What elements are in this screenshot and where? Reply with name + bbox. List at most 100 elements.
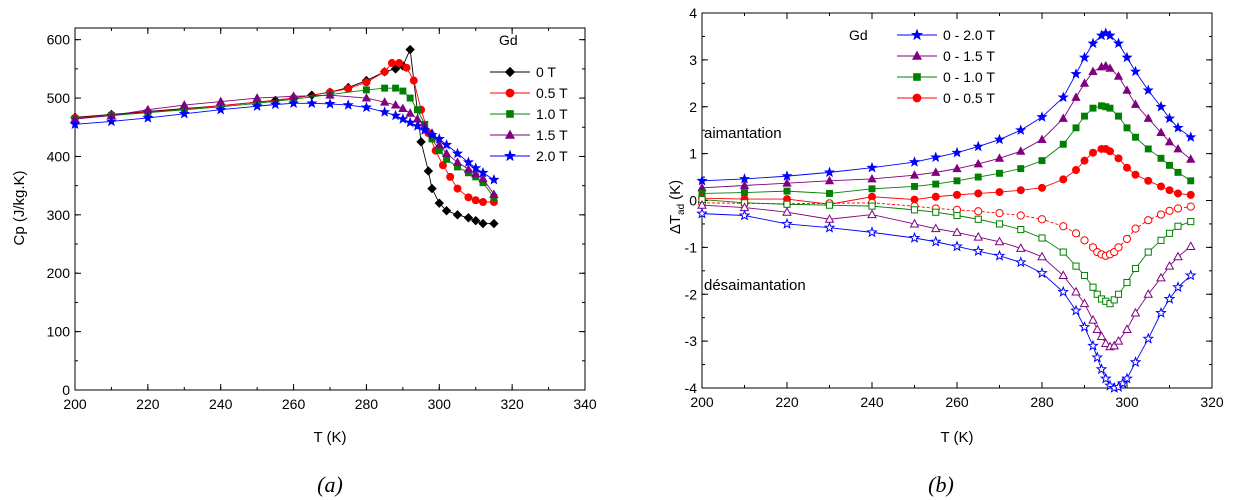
data-point bbox=[1130, 307, 1141, 317]
data-point bbox=[953, 190, 962, 199]
data-point bbox=[142, 112, 154, 123]
data-point bbox=[441, 206, 452, 216]
data-point bbox=[387, 59, 396, 68]
data-point bbox=[972, 140, 984, 152]
x-tick-label: 260 bbox=[282, 396, 306, 412]
data-point bbox=[1089, 104, 1097, 112]
data-point bbox=[1157, 182, 1166, 191]
data-point bbox=[1186, 190, 1195, 199]
data-point bbox=[1143, 113, 1153, 122]
data-point bbox=[1078, 320, 1091, 332]
data-point bbox=[69, 118, 81, 130]
data-point bbox=[866, 161, 878, 173]
data-point bbox=[1184, 269, 1197, 281]
legend-label: 0 - 1.0 T bbox=[943, 69, 995, 85]
data-point bbox=[909, 170, 920, 179]
data-point bbox=[1017, 226, 1025, 234]
legend-marker bbox=[504, 66, 516, 78]
y-tick-label: -3 bbox=[685, 333, 698, 349]
data-point bbox=[1037, 251, 1047, 261]
legend-marker bbox=[912, 93, 922, 103]
data-point bbox=[931, 192, 940, 201]
data-point bbox=[433, 133, 445, 144]
data-point bbox=[1173, 143, 1183, 153]
series-line bbox=[701, 204, 1192, 348]
data-point bbox=[1071, 286, 1081, 296]
data-point bbox=[402, 63, 411, 72]
data-point bbox=[471, 215, 481, 226]
data-point bbox=[1089, 283, 1097, 291]
data-point bbox=[951, 240, 963, 252]
data-point bbox=[1187, 177, 1195, 185]
data-point bbox=[1115, 112, 1122, 120]
y-tick-label: -1 bbox=[685, 239, 698, 255]
data-point bbox=[994, 153, 1005, 162]
data-point bbox=[739, 180, 750, 189]
data-point bbox=[932, 208, 940, 216]
data-point bbox=[1165, 186, 1174, 195]
x-tick-label: 320 bbox=[1200, 394, 1224, 410]
data-point bbox=[392, 84, 400, 92]
data-point bbox=[1081, 112, 1088, 120]
data-point bbox=[399, 87, 407, 95]
series-0-2-0-t bbox=[696, 27, 1197, 186]
data-point bbox=[1163, 112, 1176, 124]
y-tick-label: 400 bbox=[47, 148, 71, 164]
data-point bbox=[994, 236, 1005, 246]
data-point bbox=[380, 67, 389, 76]
data-point bbox=[1071, 229, 1081, 238]
data-point bbox=[1156, 127, 1166, 136]
data-point bbox=[783, 200, 791, 208]
data-point bbox=[251, 100, 263, 111]
data-point bbox=[1143, 289, 1154, 298]
legend-marker bbox=[506, 110, 514, 118]
data-point bbox=[1131, 224, 1140, 233]
data-point bbox=[1123, 278, 1131, 287]
legend-marker bbox=[505, 88, 515, 98]
legend: 0 - 2.0 T 0 - 1.5 T 0 - 1.0 T 0 - 0.5 T bbox=[897, 27, 995, 106]
data-point bbox=[215, 103, 227, 115]
data-point bbox=[1172, 281, 1184, 293]
x-tick-label: 200 bbox=[690, 394, 714, 410]
data-point bbox=[1095, 363, 1108, 375]
data-point bbox=[1186, 202, 1195, 211]
legend-label: 1.5 T bbox=[536, 127, 568, 143]
data-point bbox=[1121, 372, 1133, 384]
data-point bbox=[974, 207, 983, 216]
data-point bbox=[696, 174, 708, 186]
data-point bbox=[1015, 124, 1027, 135]
data-point bbox=[1187, 218, 1195, 226]
data-point bbox=[1059, 140, 1067, 148]
data-point bbox=[1122, 234, 1132, 244]
annotation-desaimantation: désaimantation bbox=[704, 277, 806, 294]
chart-panel-b: ΔTad (K) T (K) Gd aimantation désaimantat… bbox=[667, 5, 1224, 497]
legend-label: 2.0 T bbox=[536, 148, 568, 164]
data-point bbox=[464, 193, 473, 202]
data-point bbox=[1105, 63, 1115, 72]
series-line bbox=[701, 213, 1192, 389]
y-tick-label: -4 bbox=[685, 380, 698, 396]
data-point bbox=[434, 198, 444, 208]
data-point bbox=[434, 139, 444, 149]
series-open-circle bbox=[697, 198, 1195, 260]
data-point bbox=[782, 207, 792, 216]
data-point bbox=[1057, 285, 1070, 297]
data-point bbox=[1142, 84, 1154, 96]
data-point bbox=[453, 184, 462, 193]
data-point bbox=[1122, 85, 1132, 94]
annotation-aimantation: aimantation bbox=[704, 125, 782, 142]
x-axis-label: T (K) bbox=[940, 429, 973, 446]
data-point bbox=[441, 148, 452, 157]
data-point bbox=[463, 213, 474, 223]
data-point bbox=[1104, 379, 1116, 391]
data-point bbox=[781, 217, 793, 229]
data-point bbox=[993, 133, 1006, 145]
y-axis-label: ΔTad (K) bbox=[667, 180, 687, 234]
data-point bbox=[1072, 124, 1080, 132]
data-point bbox=[1185, 131, 1197, 142]
y-tick-label: 300 bbox=[47, 207, 71, 223]
data-point bbox=[435, 147, 443, 155]
data-point bbox=[1099, 372, 1112, 384]
data-point bbox=[344, 84, 353, 93]
